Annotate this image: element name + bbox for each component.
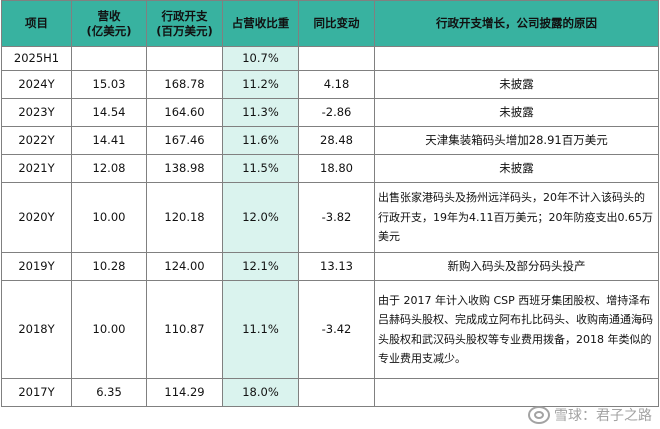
cell-reason: 未披露 bbox=[374, 98, 659, 127]
watermark: 雪球：君子之路 bbox=[528, 405, 652, 425]
cell-reason: 由于 2017 年计入收购 CSP 西班牙集团股权、增持泽布吕赫码头股权、完成成… bbox=[374, 280, 659, 379]
cell-revenue bbox=[71, 46, 147, 71]
cell-reason: 未披露 bbox=[374, 154, 659, 183]
cell-reason: 新购入码头及部分码头投产 bbox=[374, 252, 659, 281]
cell-revenue: 14.54 bbox=[71, 98, 147, 127]
cell-reason: 未披露 bbox=[374, 70, 659, 99]
cell-item: 2023Y bbox=[1, 98, 72, 127]
cell-pct: 11.5% bbox=[222, 154, 299, 183]
cell-yoy: 28.48 bbox=[298, 126, 375, 155]
cell-item: 2022Y bbox=[1, 126, 72, 155]
cell-item: 2020Y bbox=[1, 182, 72, 253]
cell-item: 2017Y bbox=[1, 378, 72, 407]
cell-yoy: 4.18 bbox=[298, 70, 375, 99]
cell-yoy: -2.86 bbox=[298, 98, 375, 127]
cell-admin: 124.00 bbox=[146, 252, 223, 281]
header-revenue-share: 占营收比重 bbox=[222, 0, 299, 47]
cell-revenue: 14.41 bbox=[71, 126, 147, 155]
cell-revenue: 10.28 bbox=[71, 252, 147, 281]
header-reason: 行政开支增长，公司披露的原因 bbox=[374, 0, 659, 47]
cell-pct: 11.3% bbox=[222, 98, 299, 127]
watermark-text: 雪球：君子之路 bbox=[554, 408, 652, 424]
cell-reason bbox=[374, 378, 659, 407]
cell-pct: 11.1% bbox=[222, 280, 299, 379]
cell-admin: 114.29 bbox=[146, 378, 223, 407]
table-row: 2019Y 10.28 124.00 12.1% 13.13 新购入码头及部分码… bbox=[1, 252, 659, 281]
cell-reason: 出售张家港码头及扬州远洋码头，20年不计入该码头的行政开支，19年为4.11百万… bbox=[374, 182, 659, 253]
table-row: 2022Y 14.41 167.46 11.6% 28.48 天津集装箱码头增加… bbox=[1, 126, 659, 155]
cell-admin: 138.98 bbox=[146, 154, 223, 183]
cell-revenue: 12.08 bbox=[71, 154, 147, 183]
header-item: 项目 bbox=[1, 0, 72, 47]
xueqiu-logo-icon bbox=[528, 406, 550, 424]
cell-pct: 10.7% bbox=[222, 46, 299, 71]
cell-admin: 110.87 bbox=[146, 280, 223, 379]
cell-revenue: 10.00 bbox=[71, 182, 147, 253]
header-yoy-change: 同比变动 bbox=[298, 0, 375, 47]
cell-yoy: -3.42 bbox=[298, 280, 375, 379]
cell-item: 2018Y bbox=[1, 280, 72, 379]
cell-revenue: 6.35 bbox=[71, 378, 147, 407]
cell-yoy bbox=[298, 46, 375, 71]
header-row: 项目 营收 (亿美元) 行政开支 (百万美元) 占营收比重 同比变动 行政开支增… bbox=[1, 0, 659, 47]
cell-reason: 天津集装箱码头增加28.91百万美元 bbox=[374, 126, 659, 155]
cell-admin: 167.46 bbox=[146, 126, 223, 155]
cell-pct: 11.2% bbox=[222, 70, 299, 99]
cell-admin: 120.18 bbox=[146, 182, 223, 253]
cell-revenue: 15.03 bbox=[71, 70, 147, 99]
cell-item: 2025H1 bbox=[1, 46, 72, 71]
cell-admin: 168.78 bbox=[146, 70, 223, 99]
cell-item: 2024Y bbox=[1, 70, 72, 99]
cell-admin bbox=[146, 46, 223, 71]
header-admin-expense: 行政开支 (百万美元) bbox=[146, 0, 223, 47]
cell-yoy: 18.80 bbox=[298, 154, 375, 183]
cell-pct: 11.6% bbox=[222, 126, 299, 155]
cell-revenue: 10.00 bbox=[71, 280, 147, 379]
cell-yoy bbox=[298, 378, 375, 407]
header-revenue: 营收 (亿美元) bbox=[71, 0, 147, 47]
cell-item: 2019Y bbox=[1, 252, 72, 281]
cell-item: 2021Y bbox=[1, 154, 72, 183]
table-row: 2020Y 10.00 120.18 12.0% -3.82 出售张家港码头及扬… bbox=[1, 182, 659, 253]
cell-pct: 12.1% bbox=[222, 252, 299, 281]
cell-pct: 18.0% bbox=[222, 378, 299, 407]
cell-admin: 164.60 bbox=[146, 98, 223, 127]
cell-pct: 12.0% bbox=[222, 182, 299, 253]
admin-expense-table: 项目 营收 (亿美元) 行政开支 (百万美元) 占营收比重 同比变动 行政开支增… bbox=[1, 0, 659, 407]
cell-yoy: -3.82 bbox=[298, 182, 375, 253]
table-row: 2024Y 15.03 168.78 11.2% 4.18 未披露 bbox=[1, 70, 659, 99]
table-row: 2023Y 14.54 164.60 11.3% -2.86 未披露 bbox=[1, 98, 659, 127]
table-row: 2017Y 6.35 114.29 18.0% bbox=[1, 378, 659, 407]
cell-reason bbox=[374, 46, 659, 71]
table-row: 2021Y 12.08 138.98 11.5% 18.80 未披露 bbox=[1, 154, 659, 183]
table-row: 2025H1 10.7% bbox=[1, 46, 659, 71]
table-row: 2018Y 10.00 110.87 11.1% -3.42 由于 2017 年… bbox=[1, 280, 659, 379]
cell-yoy: 13.13 bbox=[298, 252, 375, 281]
